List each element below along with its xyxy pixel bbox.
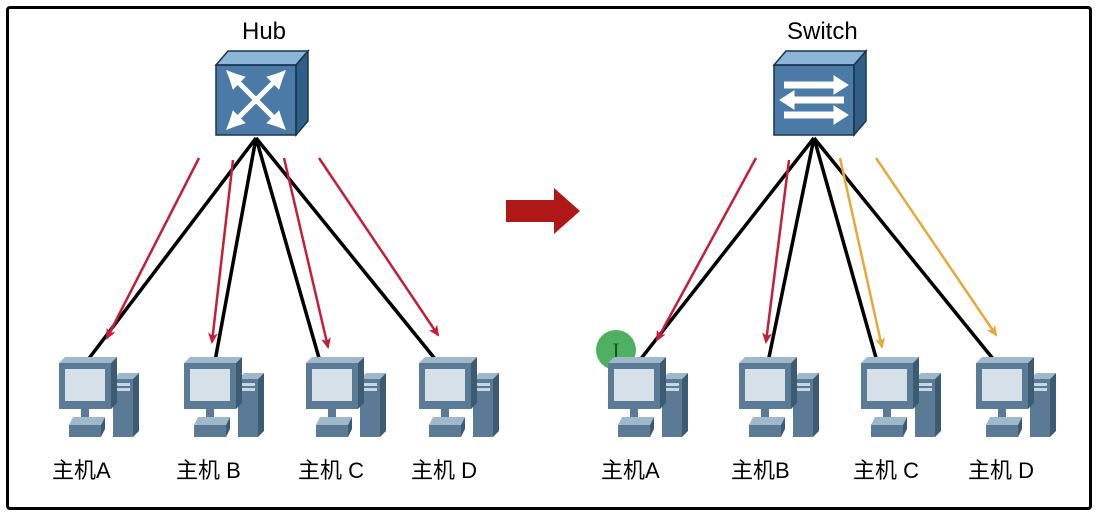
- host-computer: [972, 353, 1072, 445]
- switch-device: [760, 45, 868, 145]
- host-computer: [415, 353, 515, 445]
- host-computer: [55, 353, 155, 445]
- host-computer: [302, 353, 402, 445]
- host-label: 主机 B: [176, 453, 241, 485]
- hub-device: [202, 45, 310, 145]
- transition-arrow: [506, 188, 580, 234]
- host-label: 主机B: [731, 453, 790, 485]
- host-label: 主机 D: [968, 453, 1034, 485]
- host-computer: [604, 353, 704, 445]
- host-label: 主机 D: [411, 453, 477, 485]
- host-label: 主机 C: [298, 453, 364, 485]
- host-computer: [857, 353, 957, 445]
- host-label: 主机A: [52, 453, 111, 485]
- host-label: 主机A: [601, 453, 660, 485]
- host-label: 主机 C: [853, 453, 919, 485]
- host-computer: [735, 353, 835, 445]
- host-computer: [180, 353, 280, 445]
